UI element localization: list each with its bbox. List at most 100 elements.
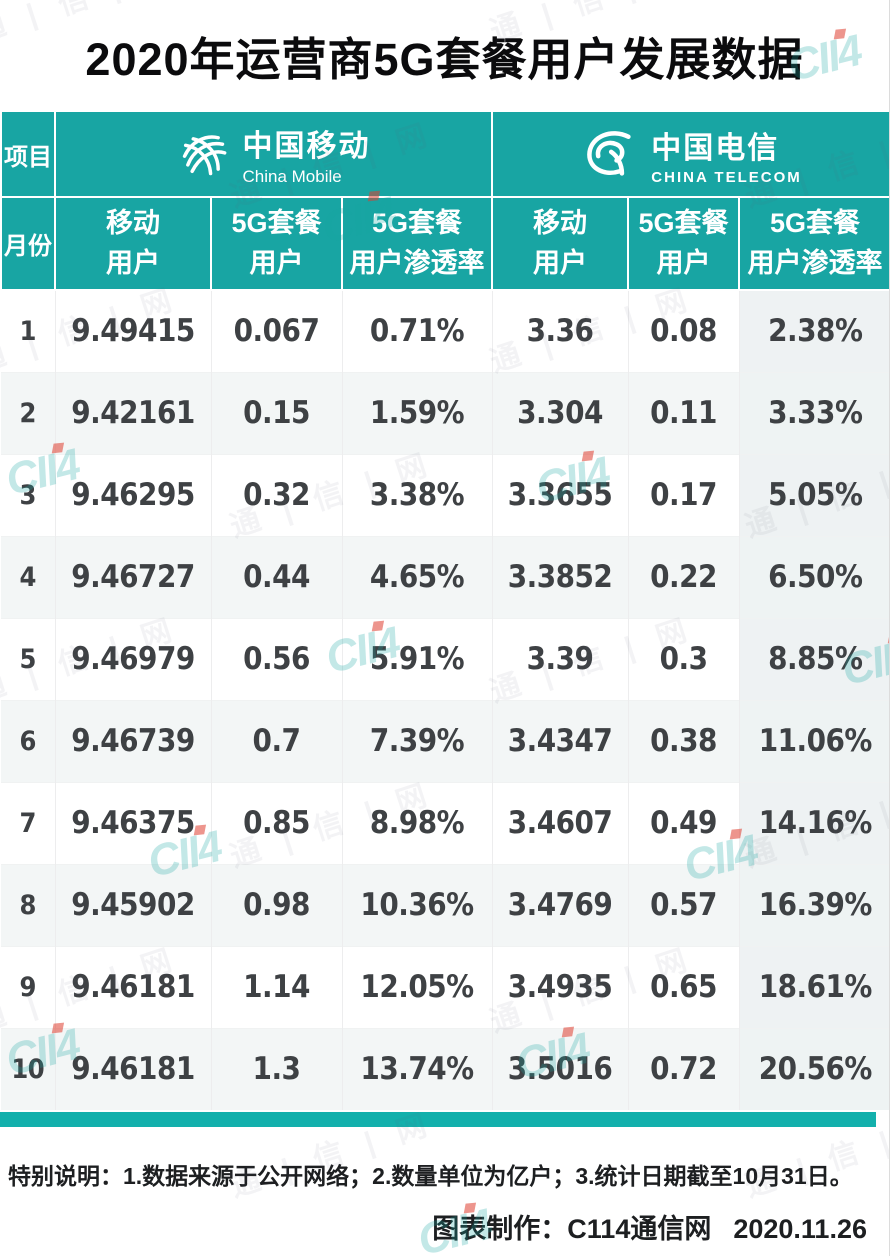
table-row: 7 9.46375 0.85 8.98% 3.4607 0.49 14.16%	[1, 781, 889, 864]
cell-cm_users: 9.46181	[55, 945, 212, 1028]
cell-cm_rate: 13.74%	[342, 1027, 493, 1110]
cell-cm_5g: 0.7	[211, 699, 343, 782]
china-telecom-name-cn: 中国电信	[651, 131, 780, 165]
china-telecom-header: 中国电信 CHINA TELECOM	[491, 110, 889, 198]
cell-cm_rate: 0.71%	[342, 289, 493, 372]
cell-cm_users: 9.46375	[55, 781, 212, 864]
cell-cm_users: 9.46979	[55, 617, 212, 700]
cell-ct_users: 3.4769	[492, 863, 629, 946]
cell-ct_rate: 2.38%	[739, 289, 889, 372]
cell-month: 2	[1, 371, 56, 454]
cell-cm_users: 9.42161	[55, 371, 212, 454]
cell-cm_5g: 1.3	[211, 1027, 343, 1110]
china-mobile-logo-icon	[182, 135, 226, 176]
cell-month: 10	[1, 1027, 56, 1110]
china-mobile-logo: 中国移动 China Mobile	[56, 121, 491, 187]
cell-cm_rate: 3.38%	[342, 453, 493, 536]
cell-ct_rate: 20.56%	[739, 1027, 889, 1110]
china-mobile-header: 中国移动 China Mobile	[53, 110, 494, 198]
cell-ct_rate: 11.06%	[739, 699, 889, 782]
cell-cm_rate: 4.65%	[342, 535, 493, 618]
cell-ct_rate: 3.33%	[739, 371, 889, 454]
cell-ct_rate: 8.85%	[739, 617, 889, 700]
table-row: 10 9.46181 1.3 13.74% 3.5016 0.72 20.56%	[1, 1027, 889, 1110]
cell-cm_rate: 5.91%	[342, 617, 493, 700]
credit-line: 图表制作：C114通信网 2020.11.26	[0, 1207, 867, 1246]
cell-cm_rate: 8.98%	[342, 781, 493, 864]
month-column-header: 月份	[0, 196, 56, 291]
china-telecom-logo: 中国电信 CHINA TELECOM	[493, 123, 889, 186]
cell-month: 3	[1, 453, 56, 536]
cell-month: 9	[1, 945, 56, 1028]
cell-ct_5g: 0.57	[628, 863, 740, 946]
cell-ct_users: 3.4607	[492, 781, 629, 864]
cm-5g-users-header: 5G套餐 用户	[210, 196, 343, 291]
table-row: 5 9.46979 0.56 5.91% 3.39 0.3 8.85%	[1, 617, 889, 700]
cell-ct_users: 3.304	[492, 371, 629, 454]
cell-cm_5g: 0.56	[211, 617, 343, 700]
china-mobile-name-cn: 中国移动	[242, 130, 371, 163]
cell-month: 7	[1, 781, 56, 864]
cell-cm_rate: 1.59%	[342, 371, 493, 454]
cell-ct_users: 3.4935	[492, 945, 629, 1028]
ct-mobile-users-header: 移动 用户	[491, 196, 630, 291]
cell-ct_5g: 0.17	[628, 453, 740, 536]
cell-cm_5g: 0.85	[211, 781, 343, 864]
cell-cm_5g: 1.14	[211, 945, 343, 1028]
china-telecom-name-en: CHINA TELECOM	[651, 168, 802, 186]
cell-ct_rate: 6.50%	[739, 535, 889, 618]
cell-ct_5g: 0.49	[628, 781, 740, 864]
cell-ct_5g: 0.38	[628, 699, 740, 782]
bottom-accent-bar	[0, 1112, 876, 1127]
operator-header-row: 项目 中国移动 China Mobile	[0, 110, 889, 198]
china-mobile-name-en: China Mobile	[242, 167, 342, 186]
footnote: 特别说明：1.数据来源于公开网络；2.数量单位为亿户；3.统计日期截至10月31…	[8, 1163, 853, 1189]
cell-ct_5g: 0.22	[628, 535, 740, 618]
cell-ct_5g: 0.65	[628, 945, 740, 1028]
cell-ct_rate: 14.16%	[739, 781, 889, 864]
cell-ct_5g: 0.72	[628, 1027, 740, 1110]
cell-ct_users: 3.5016	[492, 1027, 629, 1110]
ct-5g-users-header: 5G套餐 用户	[627, 196, 741, 291]
cell-cm_users: 9.45902	[55, 863, 212, 946]
cell-cm_5g: 0.067	[211, 289, 343, 372]
table-row: 3 9.46295 0.32 3.38% 3.3655 0.17 5.05%	[1, 453, 889, 536]
table-row: 6 9.46739 0.7 7.39% 3.4347 0.38 11.06%	[1, 699, 889, 782]
ct-penetration-header: 5G套餐 用户渗透率	[738, 196, 889, 291]
cell-cm_rate: 12.05%	[342, 945, 493, 1028]
credit-date: 2020.11.26	[733, 1214, 867, 1244]
cell-ct_rate: 5.05%	[739, 453, 889, 536]
cell-month: 4	[1, 535, 56, 618]
cell-cm_5g: 0.98	[211, 863, 343, 946]
china-telecom-logo-text: 中国电信 CHINA TELECOM	[651, 123, 801, 186]
cell-ct_5g: 0.08	[628, 289, 740, 372]
cell-cm_users: 9.46739	[55, 699, 212, 782]
cell-cm_rate: 10.36%	[342, 863, 493, 946]
corner-label: 项目	[0, 110, 56, 198]
cell-month: 8	[1, 863, 56, 946]
table-row: 4 9.46727 0.44 4.65% 3.3852 0.22 6.50%	[1, 535, 889, 618]
cell-cm_users: 9.46295	[55, 453, 212, 536]
cm-mobile-users-header: 移动 用户	[54, 196, 212, 291]
cell-ct_users: 3.39	[492, 617, 629, 700]
cell-ct_users: 3.3655	[492, 453, 629, 536]
cm-penetration-header: 5G套餐 用户渗透率	[340, 196, 494, 291]
cell-cm_5g: 0.15	[211, 371, 343, 454]
cell-month: 6	[1, 699, 56, 782]
page-title: 2020年运营商5G套餐用户发展数据	[85, 33, 804, 85]
china-telecom-logo-icon	[587, 131, 631, 176]
cell-ct_rate: 18.61%	[739, 945, 889, 1028]
china-mobile-logo-text: 中国移动 China Mobile	[243, 121, 371, 187]
cell-ct_users: 3.3852	[492, 535, 629, 618]
cell-month: 1	[1, 289, 56, 372]
credit-text: 图表制作：C114通信网	[432, 1214, 712, 1244]
cell-ct_5g: 0.3	[628, 617, 740, 700]
cell-ct_users: 3.4347	[492, 699, 629, 782]
cell-ct_rate: 16.39%	[739, 863, 889, 946]
cell-month: 5	[1, 617, 56, 700]
cell-cm_users: 9.49415	[55, 289, 212, 372]
cell-cm_rate: 7.39%	[342, 699, 493, 782]
cell-ct_users: 3.36	[492, 289, 629, 372]
table-row: 9 9.46181 1.14 12.05% 3.4935 0.65 18.61%	[1, 945, 889, 1028]
